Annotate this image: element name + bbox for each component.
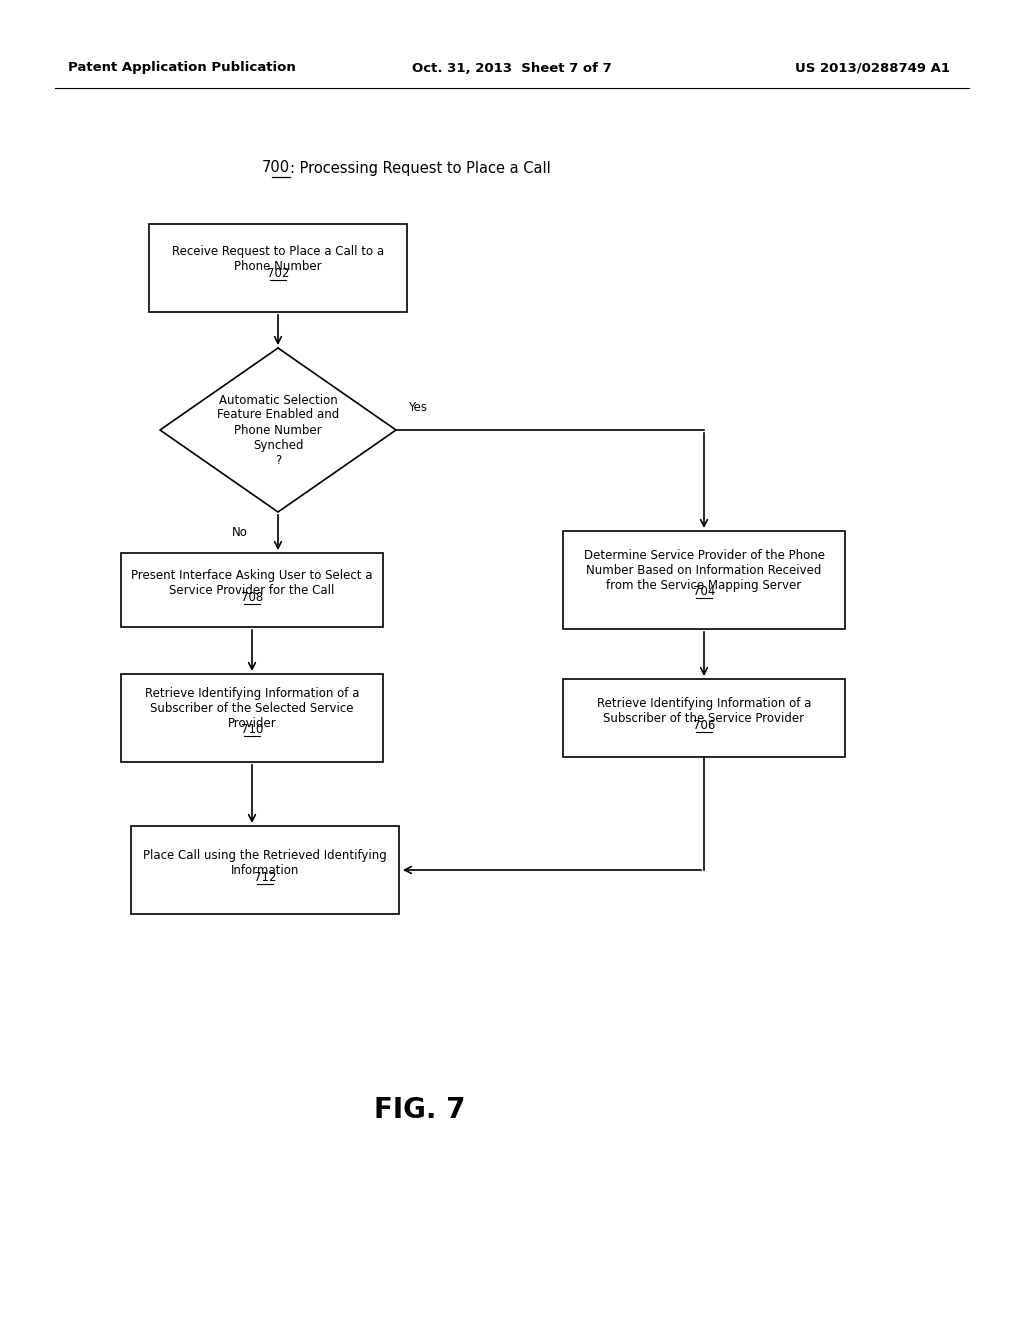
Text: Yes: Yes xyxy=(408,401,427,414)
Text: FIG. 7: FIG. 7 xyxy=(374,1096,466,1125)
Text: : Processing Request to Place a Call: : Processing Request to Place a Call xyxy=(290,161,551,176)
Text: 708: 708 xyxy=(241,591,263,605)
Bar xyxy=(563,678,845,756)
Text: 700: 700 xyxy=(262,161,290,176)
Text: Present Interface Asking User to Select a
Service Provider for the Call: Present Interface Asking User to Select … xyxy=(131,569,373,597)
Text: Receive Request to Place a Call to a
Phone Number: Receive Request to Place a Call to a Pho… xyxy=(172,244,384,272)
Bar xyxy=(131,826,399,913)
Bar xyxy=(121,553,383,627)
Text: No: No xyxy=(232,525,248,539)
Bar xyxy=(121,675,383,762)
Text: 706: 706 xyxy=(693,719,715,733)
Text: 710: 710 xyxy=(241,723,263,735)
Text: Determine Service Provider of the Phone
Number Based on Information Received
fro: Determine Service Provider of the Phone … xyxy=(584,549,824,593)
Text: Retrieve Identifying Information of a
Subscriber of the Service Provider: Retrieve Identifying Information of a Su… xyxy=(597,697,811,725)
Text: US 2013/0288749 A1: US 2013/0288749 A1 xyxy=(795,62,950,74)
Text: Retrieve Identifying Information of a
Subscriber of the Selected Service
Provide: Retrieve Identifying Information of a Su… xyxy=(144,686,359,730)
Text: 704: 704 xyxy=(693,585,715,598)
Bar xyxy=(563,531,845,630)
Text: Place Call using the Retrieved Identifying
Information: Place Call using the Retrieved Identifyi… xyxy=(143,849,387,876)
Text: 702: 702 xyxy=(267,267,289,280)
Polygon shape xyxy=(160,348,396,512)
Bar xyxy=(150,224,407,312)
Text: Automatic Selection
Feature Enabled and
Phone Number
Synched
?: Automatic Selection Feature Enabled and … xyxy=(217,393,339,466)
Text: 712: 712 xyxy=(254,871,276,884)
Text: Oct. 31, 2013  Sheet 7 of 7: Oct. 31, 2013 Sheet 7 of 7 xyxy=(412,62,612,74)
Text: Patent Application Publication: Patent Application Publication xyxy=(68,62,296,74)
